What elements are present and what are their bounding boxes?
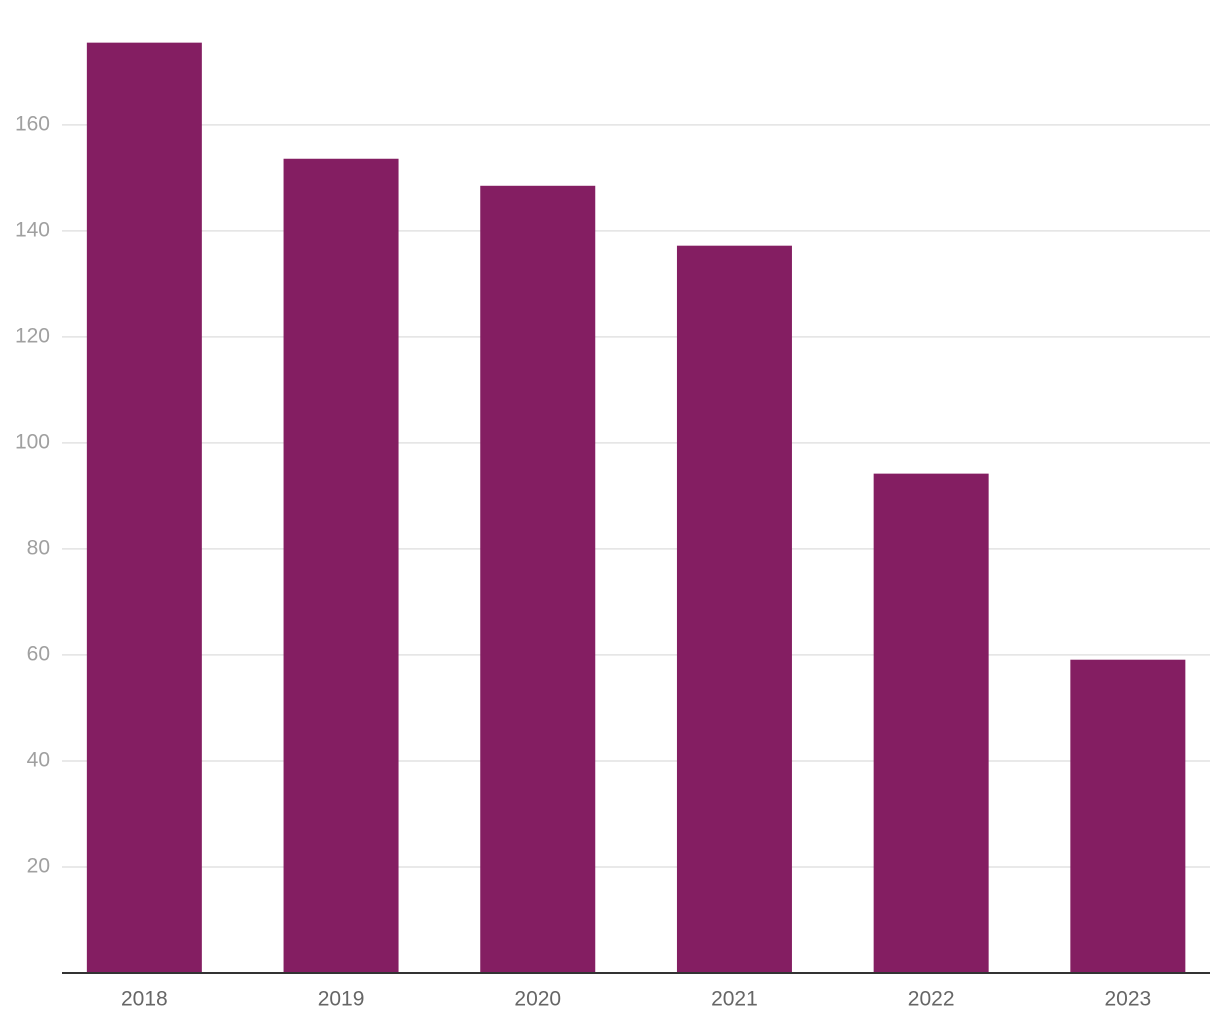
- y-tick-label: 60: [27, 642, 50, 665]
- y-tick-label: 40: [27, 749, 50, 772]
- x-tick-label: 2023: [1104, 988, 1151, 1011]
- y-tick-label: 100: [15, 430, 50, 453]
- bar: [480, 185, 596, 973]
- x-tick-label: 2018: [121, 988, 168, 1011]
- x-tick-label: 2022: [908, 988, 955, 1011]
- y-tick-label: 80: [27, 536, 50, 559]
- x-tick-label: 2021: [711, 988, 758, 1011]
- y-tick-label: 140: [15, 218, 50, 241]
- x-tick-label: 2020: [514, 988, 561, 1011]
- y-tick-label: 20: [27, 855, 50, 878]
- x-tick-label: 2019: [318, 988, 365, 1011]
- bar: [676, 245, 792, 974]
- y-tick-label: 120: [15, 324, 50, 347]
- bar: [86, 42, 202, 973]
- y-tick-label: 160: [15, 112, 50, 135]
- bar: [1070, 659, 1186, 973]
- bar: [873, 473, 989, 973]
- bar: [283, 158, 399, 973]
